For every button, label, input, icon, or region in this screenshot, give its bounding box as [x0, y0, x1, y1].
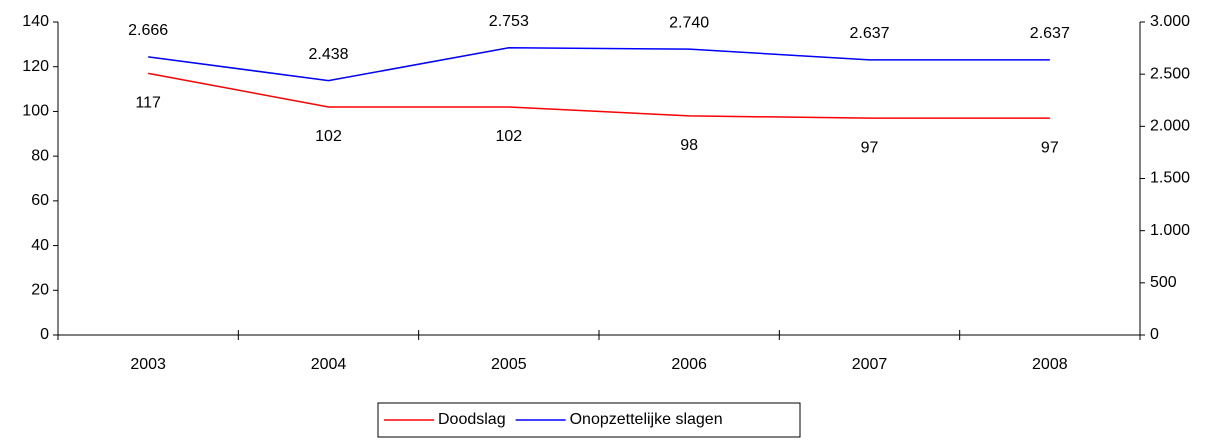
x-tick-label: 2008: [1032, 356, 1068, 373]
x-tick-label: 2007: [852, 356, 888, 373]
y-tick-label: 60: [31, 192, 49, 209]
y2-tick-label: 500: [1150, 274, 1177, 291]
y2-tick-label: 1.000: [1150, 222, 1190, 239]
data-label: 117: [135, 95, 161, 112]
y2-tick-label: 2.000: [1150, 118, 1190, 135]
x-tick-label: 2006: [671, 356, 707, 373]
data-label: 98: [680, 137, 698, 154]
y-tick-label: 120: [22, 58, 49, 75]
series-line: [148, 47, 1050, 82]
y2-tick-label: 0: [1150, 326, 1159, 343]
x-tick-label: 2003: [130, 356, 166, 373]
data-label: 97: [861, 139, 879, 156]
y-tick-label: 40: [31, 237, 49, 254]
data-label: 2.740: [669, 14, 709, 31]
data-label: 102: [315, 128, 342, 145]
data-label: 2.438: [308, 46, 348, 63]
legend-box: [377, 402, 801, 438]
y-tick-label: 140: [22, 13, 49, 30]
y2-tick-label: 1.500: [1150, 170, 1190, 187]
y-tick-label: 0: [40, 326, 49, 343]
y-tick-label: 20: [31, 282, 49, 299]
data-label: 2.637: [1030, 25, 1070, 42]
y2-tick-label: 3.000: [1150, 13, 1190, 30]
y-tick-label: 80: [31, 147, 49, 164]
x-tick-label: 2004: [311, 356, 347, 373]
data-label: 97: [1041, 139, 1059, 156]
y-tick-label: 100: [22, 103, 49, 120]
x-tick-label: 2005: [491, 356, 527, 373]
series-line: [148, 72, 1050, 119]
data-label: 2.666: [128, 22, 168, 39]
legend-label: Onopzettelijke slagen: [570, 411, 723, 428]
data-label: 102: [495, 128, 522, 145]
legend-label: Doodslag: [438, 411, 506, 428]
y2-tick-label: 2.500: [1150, 65, 1190, 82]
data-label: 2.637: [849, 25, 889, 42]
data-label: 2.753: [489, 13, 529, 30]
